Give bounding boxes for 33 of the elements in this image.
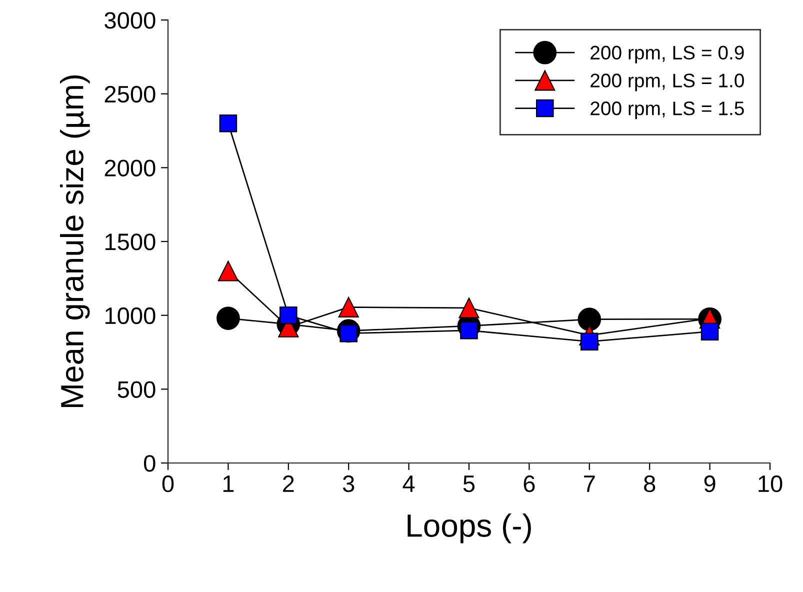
y-tick-label: 0 xyxy=(144,455,156,472)
y-tick-label: 2000 xyxy=(104,160,156,176)
point xyxy=(338,296,359,318)
x-tick-label: 3 xyxy=(342,475,354,492)
point xyxy=(580,332,598,351)
legend-label: 200 rpm, LS = 1.0 xyxy=(590,74,744,92)
x-tick-label: 9 xyxy=(704,475,716,492)
x-tick-label: 1 xyxy=(223,476,234,492)
x-tick-label: 5 xyxy=(463,476,475,492)
x-tick-label: 2 xyxy=(283,475,294,492)
y-axis-title: Mean granule size (µm) xyxy=(60,75,90,407)
x-tick-label: 7 xyxy=(584,476,595,492)
x-tick-label: 8 xyxy=(644,475,656,492)
legend-label: 200 rpm, LS = 0.9 xyxy=(590,46,744,64)
point xyxy=(700,322,719,340)
point xyxy=(578,308,602,331)
point xyxy=(460,322,478,340)
point xyxy=(218,260,238,282)
point xyxy=(219,114,238,132)
point xyxy=(280,306,298,324)
y-tick-label: 1500 xyxy=(105,234,156,250)
y-tick-label: 2500 xyxy=(104,86,156,103)
legend-label: 200 rpm, LS = 1.5 xyxy=(590,101,744,120)
x-tick-label: 4 xyxy=(402,476,415,492)
y-tick-label: 1000 xyxy=(105,307,156,324)
x-tick-label: 0 xyxy=(162,475,174,492)
point xyxy=(458,298,480,318)
x-tick-label: 6 xyxy=(524,475,535,492)
x-axis-title: Loops (-) xyxy=(408,513,531,544)
y-tick-label: 3000 xyxy=(104,12,156,29)
x-tick-label: 10 xyxy=(758,475,782,492)
point xyxy=(216,306,240,330)
y-tick-label: 500 xyxy=(118,381,156,398)
